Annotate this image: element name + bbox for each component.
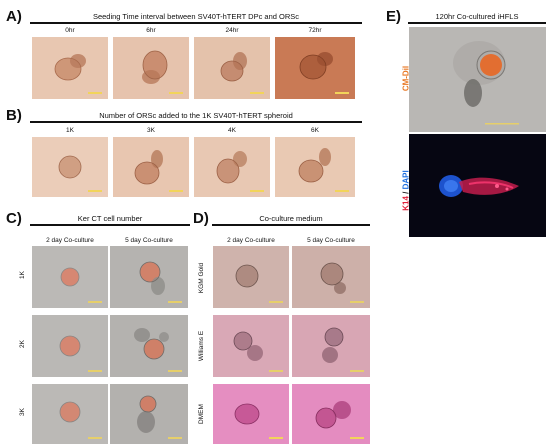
panel-d-micrograph-williams-2day — [213, 315, 289, 377]
panel-b-micrograph-6k — [275, 137, 355, 197]
panel-c-micrograph-1k-5day — [110, 246, 188, 308]
panel-a-rule — [30, 22, 362, 24]
panel-c-col-label: 5 day Co-culture — [125, 237, 173, 244]
panel-d-micrograph-kgm-2day — [213, 246, 289, 308]
panel-c-micrograph-2k-2day — [32, 315, 108, 377]
panel-c-micrograph-3k-2day — [32, 384, 108, 444]
panel-c-row-label: 3K — [19, 408, 26, 416]
panel-d-col-label: 2 day Co-culture — [227, 237, 275, 244]
panel-d-row-label: DMEM — [198, 404, 205, 424]
panel-a-col-label: 0hr — [65, 27, 75, 34]
panel-b-col-label: 3K — [147, 127, 155, 134]
panel-d-micrograph-dmem-2day — [213, 384, 289, 444]
panel-b-rule — [30, 121, 362, 123]
panel-c-micrograph-1k-2day — [32, 246, 108, 308]
panel-a-micrograph-0hr — [32, 37, 108, 99]
panel-c-micrograph-3k-5day — [110, 384, 188, 444]
panel-e-rule — [408, 22, 546, 24]
panel-c-letter: C) — [6, 210, 22, 227]
panel-b-micrograph-1k — [32, 137, 108, 197]
panel-a-col-label: 24hr — [225, 27, 239, 34]
panel-b-col-label: 1K — [66, 127, 74, 134]
panel-b-col-label: 6K — [311, 127, 319, 134]
panel-e-fluorescence-micrograph — [409, 134, 546, 237]
panel-c-title: Ker CT cell number — [77, 214, 143, 223]
panel-d-rule — [212, 224, 370, 226]
panel-b-micrograph-4k — [194, 137, 270, 197]
panel-e-brightfield-micrograph — [409, 27, 546, 132]
panel-d-col-label: 5 day Co-culture — [307, 237, 355, 244]
panel-d-letter: D) — [193, 210, 209, 227]
panel-a-col-label: 6hr — [146, 27, 156, 34]
panel-e-title: 120hr Co-cultured iHFLS — [435, 12, 519, 21]
panel-e-letter: E) — [386, 8, 401, 25]
panel-d-row-label: KGM Gold — [198, 262, 205, 294]
panel-d-row-label: Williams E — [198, 330, 205, 362]
panel-c-row-label: 1K — [19, 271, 26, 279]
panel-d-micrograph-dmem-5day — [292, 384, 370, 444]
panel-b-title: Number of ORSc added to the 1K SV40T-hTE… — [99, 111, 293, 120]
panel-d-title: Co-culture medium — [259, 214, 323, 223]
panel-a-micrograph-6hr — [113, 37, 189, 99]
panel-b-col-label: 4K — [228, 127, 236, 134]
panel-d-micrograph-kgm-5day — [292, 246, 370, 308]
panel-c-rule — [30, 224, 190, 226]
panel-b-micrograph-3k — [113, 137, 189, 197]
panel-a-micrograph-24hr — [194, 37, 270, 99]
panel-b-letter: B) — [6, 107, 22, 124]
panel-a-col-label: 72hr — [308, 27, 322, 34]
panel-a-letter: A) — [6, 8, 22, 25]
panel-c-row-label: 2K — [19, 340, 26, 348]
panel-c-col-label: 2 day Co-culture — [46, 237, 94, 244]
panel-a-micrograph-72hr — [275, 37, 355, 99]
panel-d-micrograph-williams-5day — [292, 315, 370, 377]
panel-c-micrograph-2k-5day — [110, 315, 188, 377]
panel-a-title: Seeding Time interval between SV40T-hTER… — [92, 12, 300, 21]
